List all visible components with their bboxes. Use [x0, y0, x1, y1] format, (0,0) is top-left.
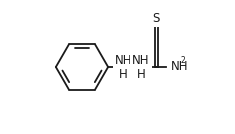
- Text: 2: 2: [180, 56, 185, 65]
- Text: S: S: [153, 12, 160, 25]
- Text: H: H: [137, 68, 145, 81]
- Text: NH: NH: [115, 54, 132, 68]
- Text: NH: NH: [171, 60, 189, 74]
- Text: NH: NH: [132, 54, 150, 68]
- Text: H: H: [119, 68, 128, 81]
